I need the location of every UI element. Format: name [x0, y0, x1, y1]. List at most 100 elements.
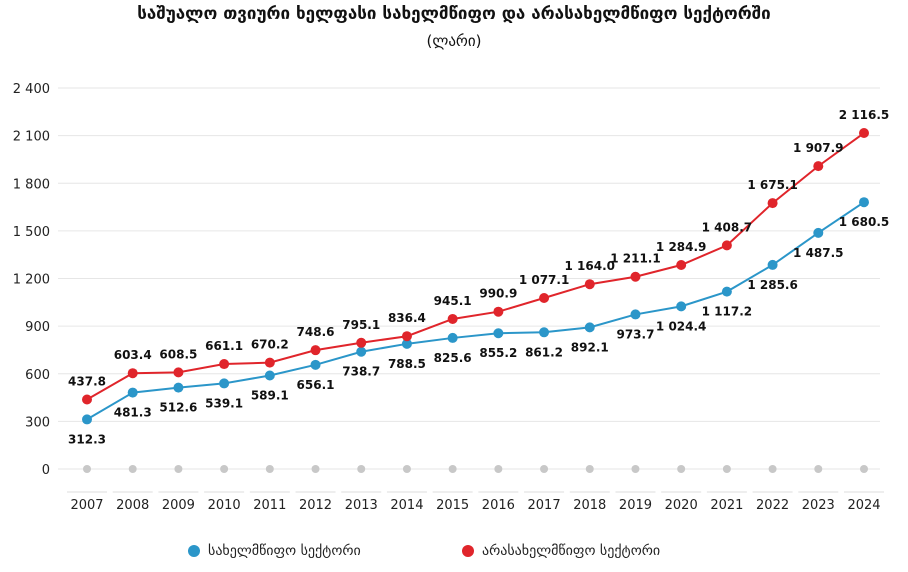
data-label: 1 117.2 — [702, 305, 752, 319]
data-point — [356, 337, 367, 348]
x-tick-label: 2008 — [116, 498, 149, 513]
x-tick-label: 2018 — [573, 498, 606, 513]
baseline-dot — [585, 465, 594, 473]
data-point — [401, 331, 412, 342]
data-point — [813, 227, 824, 238]
baseline-dot — [722, 465, 731, 473]
data-point — [173, 367, 184, 378]
data-label: 861.2 — [525, 345, 563, 359]
data-label: 855.2 — [479, 346, 517, 360]
baseline-dot — [448, 465, 457, 473]
legend-item-private: არასახელმწიფო სექტორი — [462, 543, 660, 559]
data-label: 1 024.4 — [656, 319, 706, 333]
x-tick-label: 2017 — [528, 498, 561, 513]
data-point — [539, 327, 550, 338]
y-tick-label: 2 100 — [13, 130, 50, 145]
data-label: 990.9 — [479, 287, 517, 301]
data-label: 1 680.5 — [839, 215, 889, 229]
legend-label-private: არასახელმწიფო სექტორი — [482, 543, 661, 559]
x-tick-label: 2010 — [208, 498, 241, 513]
data-point — [493, 328, 504, 339]
x-tick-label: 2013 — [345, 498, 378, 513]
x-tick-label: 2024 — [847, 498, 880, 513]
baseline-dot — [677, 465, 686, 473]
data-label: 603.4 — [114, 348, 152, 362]
chart-title: საშუალო თვიური ხელფასი სახელმწიფო და არა… — [137, 4, 771, 24]
y-tick-label: 0 — [42, 463, 50, 478]
data-point — [539, 293, 550, 304]
data-label: 945.1 — [434, 294, 472, 308]
data-label: 481.3 — [114, 406, 152, 420]
data-point — [310, 345, 321, 356]
data-point — [859, 128, 869, 139]
legend-item-public: სახელმწიფო სექტორი — [188, 543, 361, 559]
baseline-dot — [174, 465, 183, 473]
x-tick-label: 2021 — [710, 498, 743, 513]
data-label: 608.5 — [159, 347, 197, 361]
data-label: 589.1 — [251, 388, 289, 402]
data-point — [173, 382, 184, 393]
data-label: 656.1 — [297, 378, 335, 392]
data-label: 1 285.6 — [747, 278, 797, 292]
data-point — [584, 279, 595, 290]
baseline-dot — [128, 465, 137, 473]
y-tick-label: 1 800 — [13, 177, 50, 192]
data-point — [264, 370, 275, 381]
data-label: 670.2 — [251, 338, 289, 352]
x-tick-label: 2012 — [299, 498, 332, 513]
data-point — [447, 332, 458, 343]
data-point — [447, 313, 458, 324]
baseline-dot — [265, 465, 274, 473]
baseline-dot — [860, 465, 868, 473]
data-point — [584, 322, 595, 333]
baseline-dot — [83, 465, 91, 473]
data-point — [401, 338, 412, 349]
y-tick-label: 900 — [25, 320, 50, 335]
baseline-dot — [311, 465, 320, 473]
chart-subtitle: (ლარი) — [426, 32, 482, 50]
data-label: 2 116.5 — [839, 108, 889, 122]
data-point — [310, 359, 321, 370]
y-tick-label: 300 — [25, 415, 50, 430]
y-tick-label: 1 200 — [13, 273, 50, 288]
data-label: 539.1 — [205, 396, 243, 410]
data-point — [630, 309, 641, 320]
baseline-dot — [494, 465, 503, 473]
data-label: 1 211.1 — [610, 252, 660, 266]
x-tick-label: 2023 — [802, 498, 835, 513]
baseline-dot — [768, 465, 777, 473]
x-tick-label: 2022 — [756, 498, 789, 513]
data-point — [356, 346, 367, 357]
data-label: 512.6 — [159, 401, 197, 415]
data-point — [767, 259, 778, 270]
data-point — [219, 359, 230, 370]
data-label: 1 907.9 — [793, 141, 843, 155]
series-line-0 — [86, 201, 865, 421]
data-label: 1 487.5 — [793, 246, 843, 260]
data-point — [767, 198, 778, 209]
data-point — [493, 306, 504, 317]
data-point — [630, 271, 641, 282]
data-point — [721, 286, 732, 297]
data-label: 738.7 — [342, 365, 380, 379]
baseline-dot — [402, 465, 411, 473]
baseline-dot — [220, 465, 229, 473]
data-point — [264, 357, 275, 368]
data-point — [859, 197, 869, 208]
data-label: 1 164.0 — [565, 259, 615, 273]
data-label: 1 077.1 — [519, 273, 569, 287]
data-point — [127, 368, 138, 379]
baseline-dot — [631, 465, 640, 473]
data-label: 825.6 — [434, 351, 472, 365]
data-label: 1 408.7 — [702, 220, 752, 234]
data-point — [813, 161, 824, 172]
data-point — [676, 301, 687, 312]
x-tick-label: 2007 — [70, 498, 103, 513]
data-label: 1 284.9 — [656, 240, 706, 254]
data-label: 437.8 — [68, 374, 106, 388]
data-point — [82, 414, 92, 425]
x-tick-label: 2015 — [436, 498, 469, 513]
data-label: 795.1 — [342, 318, 380, 332]
